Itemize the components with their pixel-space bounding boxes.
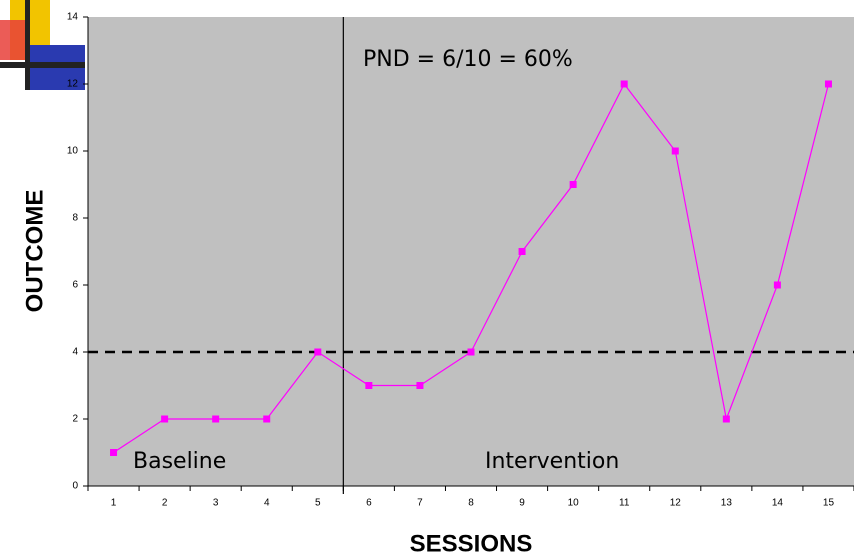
x-tick-label: 8 bbox=[468, 498, 474, 509]
x-tick-label: 11 bbox=[619, 498, 630, 509]
data-point bbox=[824, 80, 832, 88]
y-tick-label: 0 bbox=[72, 481, 78, 492]
x-tick-label: 7 bbox=[417, 498, 423, 509]
x-axis-label: SESSIONS bbox=[410, 530, 533, 557]
y-tick-label: 10 bbox=[67, 146, 79, 157]
data-point bbox=[518, 248, 526, 255]
logo-decoration bbox=[0, 0, 85, 90]
data-point bbox=[314, 348, 322, 356]
y-tick-label: 8 bbox=[72, 213, 78, 224]
x-tick-label: 2 bbox=[162, 498, 168, 509]
data-point bbox=[161, 415, 169, 423]
x-tick-label: 10 bbox=[568, 498, 580, 509]
data-point bbox=[263, 415, 271, 423]
x-tick-label: 13 bbox=[721, 498, 733, 509]
x-tick-label: 9 bbox=[519, 498, 525, 509]
x-tick-label: 5 bbox=[315, 498, 321, 509]
annotation: Baseline bbox=[133, 449, 226, 474]
data-point bbox=[416, 382, 424, 389]
x-tick-label: 6 bbox=[366, 498, 372, 509]
data-point bbox=[671, 147, 679, 155]
y-axis-label: OUTCOME bbox=[21, 190, 48, 313]
y-tick-label: 6 bbox=[72, 280, 78, 291]
data-point bbox=[773, 281, 781, 289]
y-tick-label: 4 bbox=[72, 347, 78, 358]
data-point bbox=[569, 181, 577, 188]
data-point bbox=[212, 415, 220, 423]
data-point bbox=[722, 415, 730, 423]
x-tick-label: 12 bbox=[670, 498, 682, 509]
x-tick-label: 4 bbox=[264, 498, 270, 509]
x-tick-label: 1 bbox=[111, 498, 117, 509]
annotation: Intervention bbox=[485, 449, 619, 474]
annotation: PND = 6/10 = 60% bbox=[363, 47, 573, 72]
x-tick-label: 3 bbox=[213, 498, 219, 509]
data-point bbox=[365, 382, 373, 389]
x-tick-label: 15 bbox=[823, 498, 835, 509]
y-tick-label: 14 bbox=[67, 12, 79, 23]
data-point bbox=[620, 80, 628, 88]
y-tick-label: 2 bbox=[72, 414, 78, 425]
plot-area bbox=[88, 17, 854, 486]
y-tick-label: 12 bbox=[67, 79, 79, 90]
x-tick-label: 14 bbox=[772, 498, 784, 509]
data-point bbox=[110, 449, 118, 456]
data-point bbox=[467, 348, 475, 356]
